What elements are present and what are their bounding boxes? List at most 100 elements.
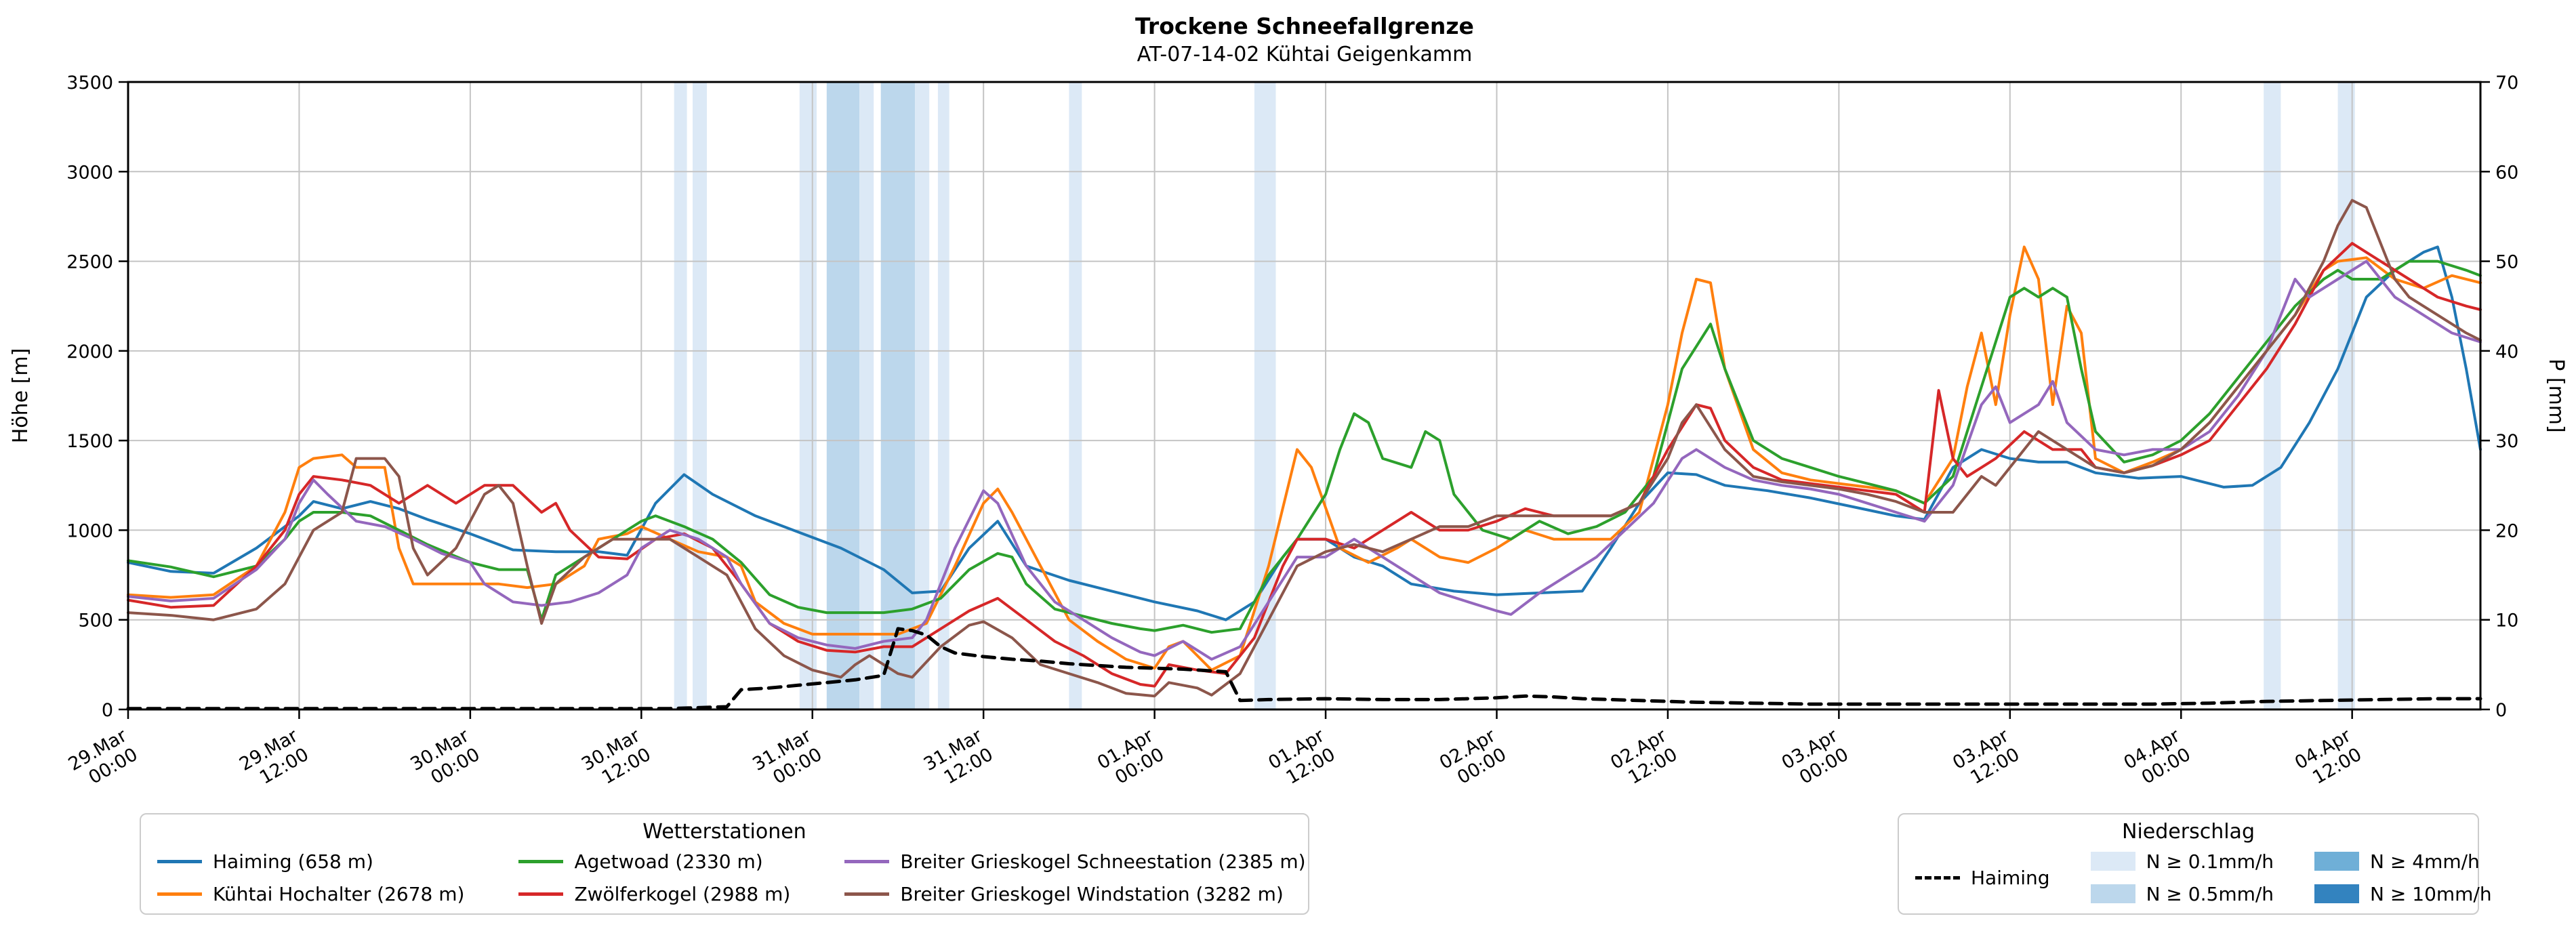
legend-label: Haiming — [1971, 866, 2050, 889]
legend-item-zwoelferkogel: Zwölferkogel (2988 m) — [518, 880, 790, 908]
series-line-kuehtai-hochalter — [127, 245, 2482, 672]
plot-border — [127, 81, 2482, 711]
precip-band — [1069, 82, 1082, 709]
legend-column: Haiming (658 m) Kühtai Hochalter (2678 m) — [157, 847, 464, 908]
y-right-tick-label: 40 — [2495, 342, 2518, 363]
y-left-tick-label: 3000 — [66, 162, 113, 183]
legend-item-haiming-niederschlag: Haiming — [1915, 863, 2050, 892]
x-tick-label: 02.Apr12:00 — [1607, 725, 1681, 793]
x-tick-label: 29.Mar00:00 — [65, 725, 142, 794]
legend-item-kuehtai-hochalter: Kühtai Hochalter (2678 m) — [157, 880, 464, 908]
legend-label: Agetwoad (2330 m) — [574, 850, 763, 873]
legend-line-sample — [844, 859, 890, 863]
legend-label: Breiter Grieskogel Schneestation (2385 m… — [900, 850, 1306, 873]
x-tick-label: 01.Apr12:00 — [1265, 725, 1339, 793]
series-line-haiming — [127, 245, 2482, 621]
legend-label: N ≥ 4mm/h — [2370, 850, 2480, 873]
legend-item-bg-windstation: Breiter Grieskogel Windstation (3282 m) — [844, 880, 1305, 908]
y-left-tick-label: 3500 — [66, 73, 113, 94]
legend-column: N ≥ 4mm/h N ≥ 10mm/h — [2314, 847, 2492, 908]
legend-item-precip-4: N ≥ 4mm/h — [2314, 847, 2492, 875]
x-tick-label: 31.Mar00:00 — [749, 725, 826, 794]
legend-column: Haiming — [1915, 847, 2050, 908]
axes-layer: 29.Mar00:00 29.Mar12:00 30.Mar00:00 30.Mar1… — [65, 73, 2519, 794]
y-right-tick-label: 0 — [2495, 700, 2507, 721]
x-tick-label: 30.Mar00:00 — [407, 725, 485, 794]
precip-bands-layer — [674, 82, 2355, 709]
x-tick-label: 02.Apr00:00 — [1436, 725, 1511, 793]
legend-patch-sample — [2314, 852, 2360, 871]
y-left-tick-label: 1000 — [66, 520, 113, 541]
series-line-haiming-niederschlag — [126, 627, 2482, 711]
precip-band — [1254, 82, 1276, 709]
precip-band — [880, 82, 916, 709]
precip-band — [937, 82, 949, 709]
legend-patch-sample — [2090, 884, 2135, 903]
legend-line-sample — [844, 892, 890, 896]
chart-title: Trockene Schneefallgrenze — [1135, 13, 1474, 39]
legend-item-haiming: Haiming (658 m) — [157, 847, 464, 875]
series-line-agetwoad — [127, 260, 2482, 634]
y-left-tick-label: 2000 — [66, 342, 113, 363]
legend-label: N ≥ 0.5mm/h — [2146, 882, 2274, 905]
legend-item-precip-0.5: N ≥ 0.5mm/h — [2090, 880, 2274, 908]
legend-wetterstationen-entries: Haiming (658 m) Kühtai Hochalter (2678 m)… — [157, 847, 1306, 908]
legend-niederschlag-title: Niederschlag — [2122, 820, 2255, 844]
legend-item-precip-10: N ≥ 10mm/h — [2314, 880, 2492, 908]
x-tick-label: 01.Apr00:00 — [1094, 725, 1168, 793]
x-tick-label: 03.Apr00:00 — [1778, 725, 1853, 793]
precip-band — [674, 82, 687, 709]
precip-band — [859, 82, 874, 709]
legend-column: Breiter Grieskogel Schneestation (2385 m… — [844, 847, 1306, 908]
legend-label: N ≥ 10mm/h — [2370, 882, 2492, 905]
legend-label: Breiter Grieskogel Windstation (3282 m) — [900, 882, 1284, 905]
precip-band — [915, 82, 930, 709]
legend-wetterstationen: Wetterstationen Haiming (658 m) Kühtai Ho… — [140, 813, 1309, 915]
y-right-tick-label: 10 — [2495, 611, 2518, 632]
precip-band — [693, 82, 707, 709]
y-right-tick-label: 50 — [2495, 252, 2518, 273]
y-left-tick-label: 500 — [78, 611, 113, 632]
legend-dashed-line-sample — [1915, 875, 1960, 880]
x-tick-label: 30.Mar12:00 — [578, 725, 655, 794]
legend-niederschlag-entries: Haiming N ≥ 0.1mm/h N ≥ 0.5mm/h N ≥ 4mm/h N … — [1915, 847, 2492, 908]
precip-band — [799, 82, 817, 709]
legend-patch-sample — [2314, 884, 2360, 903]
y-right-tick-label: 60 — [2495, 162, 2518, 183]
y-right-tick-label: 30 — [2495, 431, 2518, 452]
legend-wetterstationen-title: Wetterstationen — [642, 820, 806, 844]
series-layer — [126, 199, 2482, 711]
series-line-zwoelferkogel — [127, 242, 2482, 688]
y-right-tick-label: 70 — [2495, 73, 2518, 94]
y-right-axis-label: P [mm] — [2544, 358, 2568, 432]
legend-line-sample — [157, 892, 202, 896]
series-line-bg-schneestation — [127, 260, 2482, 661]
legend-item-precip-0.1: N ≥ 0.1mm/h — [2090, 847, 2274, 875]
y-left-tick-label: 0 — [102, 700, 113, 721]
x-tick-label: 29.Mar12:00 — [236, 725, 313, 794]
x-tick-label: 04.Apr00:00 — [2121, 725, 2195, 793]
series-line-bg-windstation — [127, 199, 2482, 698]
legend-label: Zwölferkogel (2988 m) — [574, 882, 791, 905]
legend-line-sample — [518, 859, 564, 863]
legend-niederschlag: Niederschlag Haiming N ≥ 0.1mm/h N ≥ 0.5mm… — [1898, 813, 2492, 915]
legend-item-agetwoad: Agetwoad (2330 m) — [518, 847, 790, 875]
legend-column: Agetwoad (2330 m) Zwölferkogel (2988 m) — [518, 847, 790, 908]
x-tick-label: 04.Apr12:00 — [2291, 725, 2366, 793]
grid-layer — [127, 81, 2480, 710]
chart-subtitle: AT-07-14-02 Kühtai Geigenkamm — [1137, 43, 1473, 66]
x-tick-label: 31.Mar12:00 — [920, 725, 998, 794]
legend-label: N ≥ 0.1mm/h — [2146, 850, 2274, 873]
y-left-axis-label: Höhe [m] — [9, 348, 33, 444]
x-tick-label: 03.Apr12:00 — [1949, 725, 2024, 793]
y-right-tick-label: 20 — [2495, 520, 2518, 541]
legend-item-bg-schneestation: Breiter Grieskogel Schneestation (2385 m… — [844, 847, 1306, 875]
precip-band — [826, 82, 860, 709]
legend-label: Haiming (658 m) — [213, 850, 373, 873]
legend-line-sample — [518, 892, 564, 896]
precip-band — [2264, 82, 2281, 709]
legend-label: Kühtai Hochalter (2678 m) — [213, 882, 465, 905]
legend-line-sample — [157, 859, 202, 863]
y-left-tick-label: 2500 — [66, 252, 113, 273]
